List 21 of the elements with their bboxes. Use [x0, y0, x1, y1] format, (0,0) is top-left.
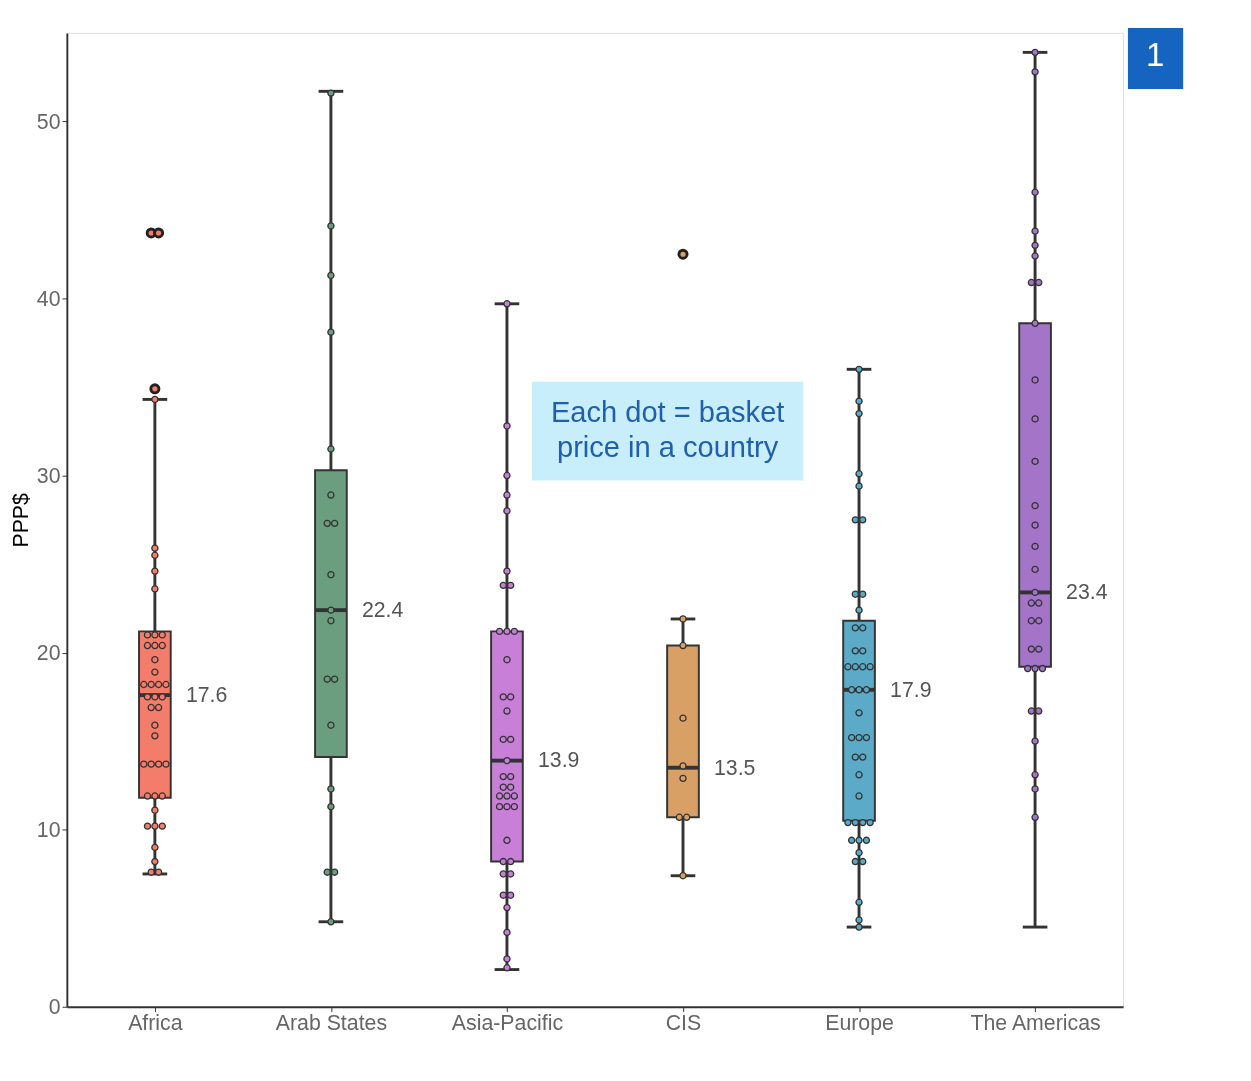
text: 23.4 — [1066, 580, 1108, 605]
y-tick-label: 50 — [36, 109, 61, 134]
text: 13.5 — [714, 755, 756, 780]
y-tick-label: 40 — [36, 286, 61, 311]
x-tick-label: Africa — [128, 1011, 183, 1036]
text: 1 — [1145, 35, 1165, 73]
text: 17.9 — [890, 677, 932, 702]
y-axis-title: PPP$ — [9, 492, 34, 548]
x-tick-label: Asia-Pacific — [451, 1011, 564, 1036]
text: 13.9 — [537, 748, 580, 773]
x-tick-label: Europe — [825, 1011, 894, 1036]
x-tick-label: CIS — [665, 1011, 702, 1036]
y-tick-label: 30 — [36, 463, 61, 488]
y-tick-label: 20 — [36, 640, 61, 665]
x-tick-label: Arab States — [275, 1011, 388, 1036]
y-tick-label: 0 — [48, 995, 61, 1020]
text: 17.6 — [185, 682, 228, 707]
text: 22.4 — [361, 597, 404, 622]
annotation: Each dot = basket price in a country — [550, 396, 785, 464]
x-tick-label: The Americas — [970, 1011, 1101, 1036]
y-tick-label: 10 — [36, 817, 61, 842]
